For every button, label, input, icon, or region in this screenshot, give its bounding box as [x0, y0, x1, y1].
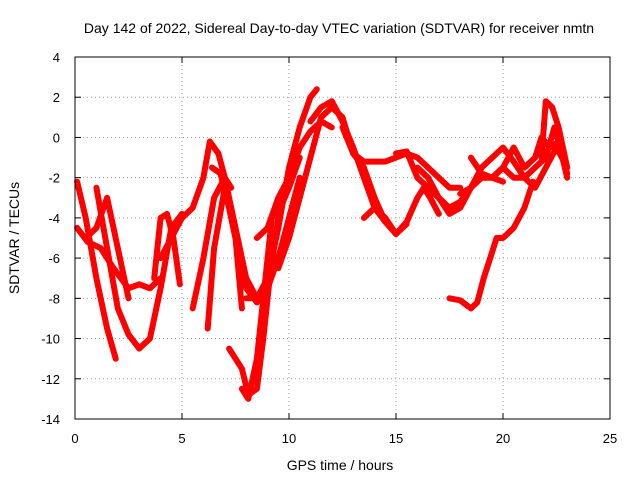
- series-track-13: [243, 86, 320, 302]
- x-tick-label: 15: [389, 431, 403, 446]
- x-tick-label: 5: [178, 431, 185, 446]
- series-track-21: [457, 144, 571, 197]
- series-track-6: [157, 138, 235, 262]
- x-axis-label: GPS time / hours: [287, 457, 394, 473]
- y-tick-label: 0: [53, 130, 60, 145]
- series-track-17: [360, 184, 442, 237]
- plot-frame: [74, 56, 611, 420]
- y-tick-label: -6: [48, 251, 60, 266]
- series-track-20: [446, 178, 536, 312]
- series-track-16: [339, 124, 464, 191]
- y-tick-label: -10: [41, 332, 60, 347]
- y-tick-label: -14: [41, 412, 60, 427]
- series-track-9: [209, 164, 271, 306]
- y-tick-label: 2: [53, 90, 60, 105]
- y-axis-label: SDTVAR / TECUs: [6, 182, 22, 294]
- y-tick-label: -8: [48, 291, 60, 306]
- y-tick-label: 4: [53, 50, 60, 65]
- series-track-1: [74, 178, 119, 362]
- x-grid: [181, 57, 504, 419]
- x-axis-ticks: 0 5 10 15 20 25: [71, 57, 617, 446]
- x-tick-label: 10: [282, 431, 296, 446]
- series-track-4: [82, 194, 132, 302]
- chart-title: Day 142 of 2022, Sidereal Day-to-day VTE…: [84, 20, 594, 36]
- x-tick-label: 0: [71, 431, 78, 446]
- y-tick-label: -12: [41, 372, 60, 387]
- y-grid: [75, 96, 610, 380]
- x-tick-label: 25: [603, 431, 617, 446]
- series-track-22: [467, 134, 571, 181]
- y-tick-label: -4: [48, 211, 60, 226]
- series-track-2: [74, 224, 164, 292]
- x-tick-label: 20: [496, 431, 510, 446]
- y-tick-label: -2: [48, 171, 60, 186]
- series-track-5: [151, 210, 183, 288]
- series-track-24: [538, 98, 571, 171]
- data-series: [74, 86, 571, 402]
